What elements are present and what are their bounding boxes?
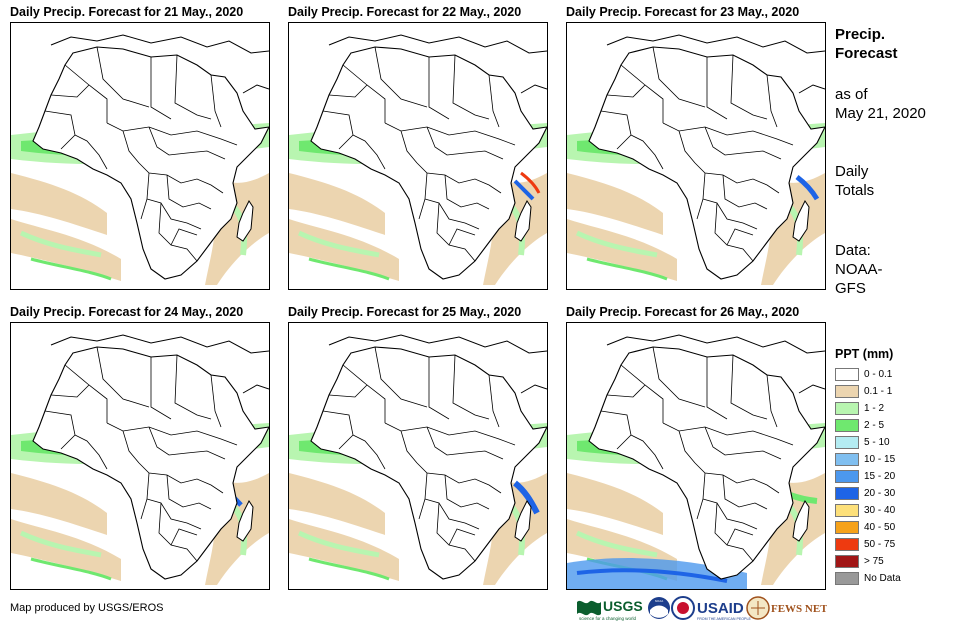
totals-label: Daily Totals (835, 162, 874, 200)
legend-item: 15 - 20 (835, 468, 901, 485)
usaid-text: USAID (697, 600, 744, 617)
data-line-3: GFS (835, 280, 866, 297)
panel-title: Daily Precip. Forecast for 26 May., 2020 (566, 305, 800, 319)
legend-label: 15 - 20 (864, 471, 896, 482)
legend-item: 0 - 0.1 (835, 366, 901, 383)
legend-item: 1 - 2 (835, 400, 901, 417)
legend-title: PPT (mm) (835, 347, 894, 361)
panel-title: Daily Precip. Forecast for 25 May., 2020 (288, 305, 522, 319)
legend-item: 40 - 50 (835, 519, 901, 536)
agency-logos: USGS science for a changing world NOAA U… (577, 594, 828, 622)
fews-net-text: FEWS NET (771, 603, 827, 615)
legend-swatch (835, 385, 859, 398)
fews-net-logo: FEWS NET (746, 596, 828, 620)
heading-line-1: Precip. (835, 26, 886, 43)
noaa-text: NOAA (655, 599, 664, 603)
legend-swatch (835, 419, 859, 432)
legend-swatch (835, 521, 859, 534)
legend-swatch (835, 538, 859, 551)
legend-item: No Data (835, 570, 901, 587)
precip-map (288, 22, 548, 290)
legend-swatch (835, 504, 859, 517)
legend-label: 0.1 - 1 (864, 386, 893, 397)
precip-map (566, 322, 826, 590)
legend-item: 20 - 30 (835, 485, 901, 502)
as-of-value: May 21, 2020 (835, 105, 926, 122)
legend-item: 0.1 - 1 (835, 383, 901, 400)
as-of-label: as of (835, 86, 868, 103)
legend-label: 0 - 0.1 (864, 369, 893, 380)
legend-label: 5 - 10 (864, 437, 890, 448)
legend-swatch (835, 436, 859, 449)
legend-swatch (835, 453, 859, 466)
legend-swatch (835, 555, 859, 568)
legend-label: > 75 (864, 556, 884, 567)
legend-label: 40 - 50 (864, 522, 896, 533)
legend-label: 2 - 5 (864, 420, 885, 431)
legend-item: 30 - 40 (835, 502, 901, 519)
legend-swatch (835, 402, 859, 415)
legend-swatch (835, 368, 859, 381)
totals-line-2: Totals (835, 182, 875, 199)
heading-line-2: Forecast (835, 45, 898, 62)
precip-map (10, 322, 270, 590)
data-line-2: NOAA- (835, 261, 883, 278)
map-credit: Map produced by USGS/EROS (10, 602, 164, 614)
precip-map (10, 22, 270, 290)
legend-item: > 75 (835, 553, 901, 570)
usgs-text: USGS (603, 598, 643, 614)
legend-swatch (835, 470, 859, 483)
precip-map (288, 322, 548, 590)
legend-swatch (835, 487, 859, 500)
panel-title: Daily Precip. Forecast for 22 May., 2020 (288, 5, 522, 19)
legend-label: 1 - 2 (864, 403, 885, 414)
as-of-date: as of May 21, 2020 (835, 85, 926, 123)
legend-item: 5 - 10 (835, 434, 901, 451)
totals-line-1: Daily (835, 163, 869, 180)
legend-item: 10 - 15 (835, 451, 901, 468)
legend-label: 20 - 30 (864, 488, 896, 499)
legend-swatch (835, 572, 859, 585)
panel-title: Daily Precip. Forecast for 21 May., 2020 (10, 5, 244, 19)
panel-title: Daily Precip. Forecast for 23 May., 2020 (566, 5, 800, 19)
legend-label: No Data (864, 573, 901, 584)
legend-label: 50 - 75 (864, 539, 896, 550)
forecast-heading: Precip. Forecast (835, 25, 898, 63)
legend-label: 30 - 40 (864, 505, 896, 516)
panel-title: Daily Precip. Forecast for 24 May., 2020 (10, 305, 244, 319)
precip-map (566, 22, 826, 290)
usaid-logo: USAID FROM THE AMERICAN PEOPLE (671, 596, 751, 621)
legend-label: 10 - 15 (864, 454, 896, 465)
usgs-logo: USGS science for a changing world (577, 598, 643, 621)
usgs-tagline: science for a changing world (579, 616, 637, 621)
usaid-tagline: FROM THE AMERICAN PEOPLE (697, 617, 751, 621)
data-line-1: Data: (835, 242, 871, 259)
legend-item: 50 - 75 (835, 536, 901, 553)
legend-item: 2 - 5 (835, 417, 901, 434)
noaa-logo: NOAA (648, 597, 670, 619)
data-source: Data: NOAA- GFS (835, 241, 883, 298)
legend: 0 - 0.1 0.1 - 1 1 - 2 2 - 5 5 - 10 10 - 15 15 … (835, 366, 901, 587)
